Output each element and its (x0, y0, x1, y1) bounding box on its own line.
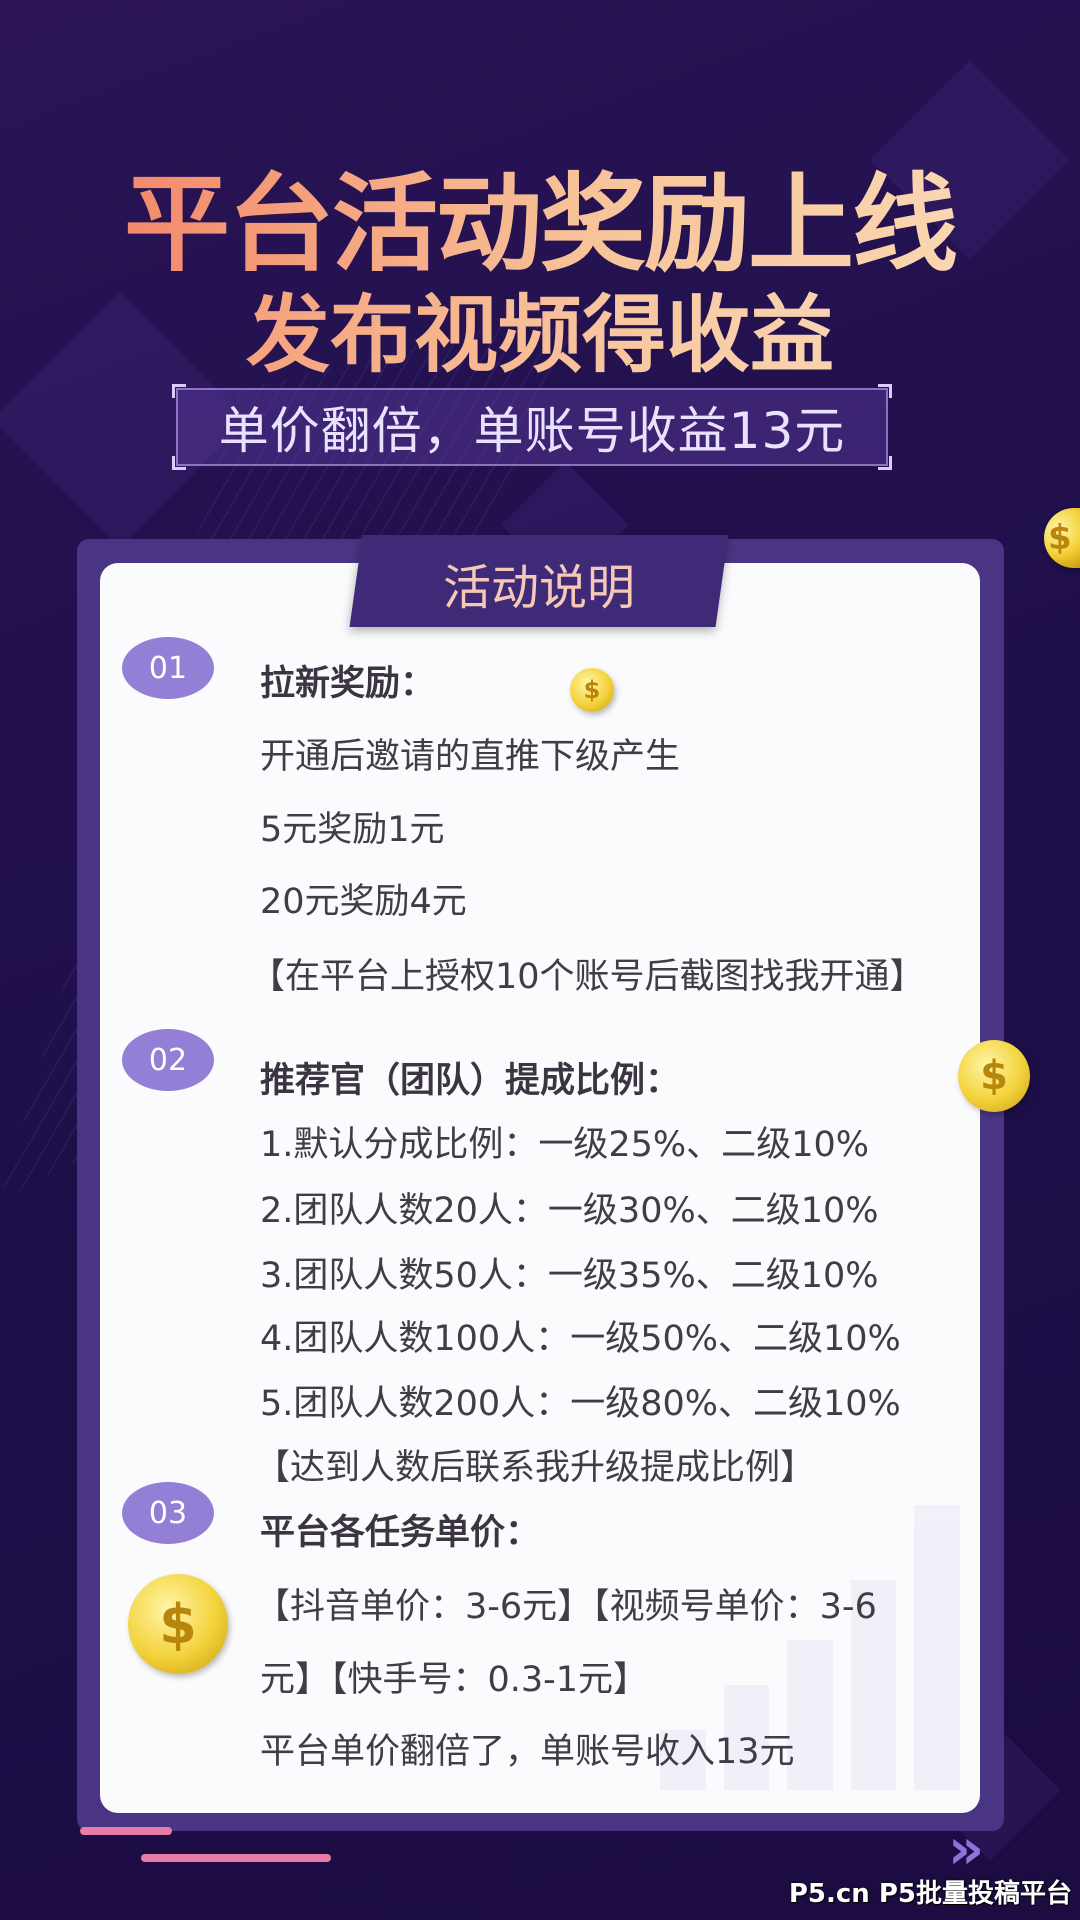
section-line: 20元奖励4元 (260, 882, 467, 922)
card-tab-label: 活动说明 (442, 560, 635, 616)
double-chevron-right-icon: » (948, 1817, 984, 1882)
section-line: 3.团队人数50人：一级35%、二级10% (260, 1256, 879, 1296)
section-line: 5.团队人数200人：一级80%、二级10% (260, 1384, 901, 1424)
section-line: 【在平台上授权10个账号后截图找我开通】 (250, 957, 925, 997)
dollar-coin-icon: $ (570, 668, 614, 712)
section-badge-03: 03 (122, 1482, 214, 1544)
section-badge-02: 02 (122, 1029, 214, 1091)
section-heading: 推荐官（团队）提成比例： (260, 1061, 681, 1101)
dollar-coin-icon: $ (1044, 508, 1080, 568)
section-line: 开通后邀请的直推下级产生 (260, 737, 681, 777)
watermark: P5.cn P5批量投稿平台 (788, 1879, 1072, 1909)
bg-bar-graphic (660, 1490, 960, 1790)
decor-bar (80, 1827, 172, 1835)
section-line: 【达到人数后联系我升级提成比例】 (255, 1448, 816, 1488)
section-line: 5元奖励1元 (260, 810, 445, 850)
main-title: 平台活动奖励上线 (0, 138, 1080, 292)
section-heading: 平台各任务单价： (260, 1513, 541, 1553)
decor-bar (141, 1854, 331, 1862)
section-line: 2.团队人数20人：一级30%、二级10% (260, 1191, 879, 1231)
highlight-box: 单价翻倍，单账号收益13元 (172, 384, 892, 470)
activity-card-body (100, 563, 980, 1813)
dollar-coin-icon: $ (958, 1040, 1030, 1112)
section-line: 4.团队人数100人：一级50%、二级10% (260, 1319, 901, 1359)
section-line: 元】【快手号：0.3-1元】 (260, 1660, 649, 1700)
dollar-coin-icon: $ (128, 1574, 228, 1674)
section-line: 【抖音单价：3-6元】【视频号单价：3-6 (255, 1587, 877, 1627)
subtitle: 发布视频得收益 (0, 268, 1080, 389)
section-line: 平台单价翻倍了，单账号收入13元 (260, 1732, 795, 1772)
highlight-text: 单价翻倍，单账号收益13元 (218, 402, 846, 460)
section-badge-01: 01 (122, 637, 214, 699)
section-line: 1.默认分成比例：一级25%、二级10% (260, 1125, 869, 1165)
section-heading: 拉新奖励： (260, 664, 436, 704)
